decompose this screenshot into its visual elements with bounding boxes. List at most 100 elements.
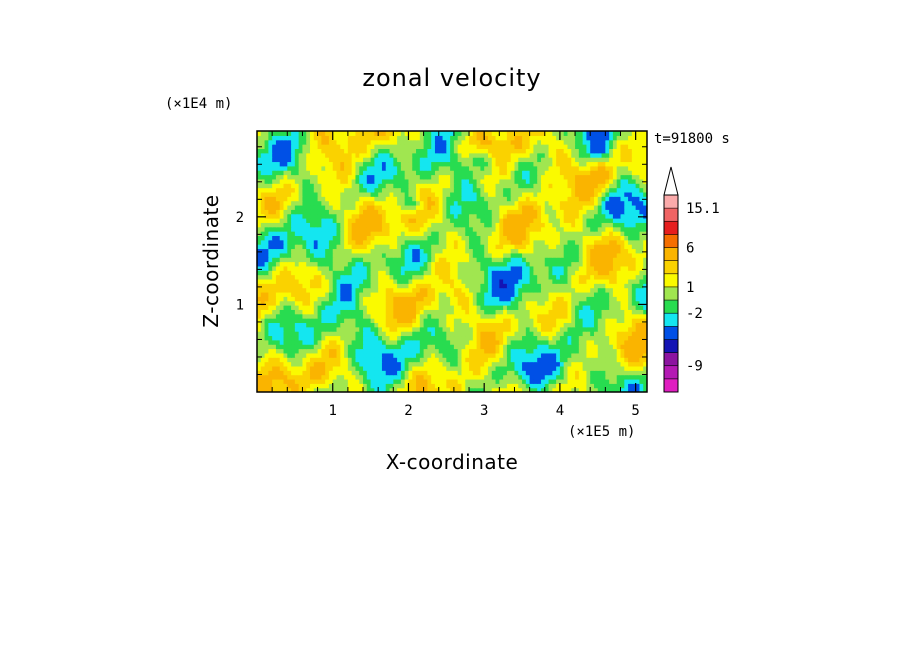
field-cell bbox=[495, 387, 500, 392]
field-cell bbox=[404, 244, 410, 250]
field-cell bbox=[385, 370, 391, 376]
field-cell bbox=[310, 374, 315, 380]
field-cell bbox=[601, 291, 606, 297]
field-cell bbox=[260, 218, 266, 223]
field-cell bbox=[529, 204, 535, 210]
field-cell bbox=[279, 296, 285, 302]
field-cell bbox=[438, 300, 444, 306]
field-cell bbox=[404, 348, 410, 354]
field-cell bbox=[298, 257, 304, 263]
field-cell bbox=[419, 261, 425, 267]
field-cell bbox=[609, 231, 614, 236]
field-cell bbox=[294, 222, 300, 228]
field-cell bbox=[279, 222, 285, 228]
field-cell bbox=[344, 252, 349, 258]
field-cell bbox=[412, 300, 417, 306]
field-cell bbox=[306, 357, 311, 363]
field-cell bbox=[491, 344, 497, 350]
field-cell bbox=[548, 326, 553, 332]
field-cell bbox=[525, 213, 531, 219]
field-cell bbox=[635, 191, 641, 197]
field-cell bbox=[434, 365, 440, 371]
field-cell bbox=[336, 278, 341, 284]
field-cell bbox=[643, 331, 647, 337]
field-cell bbox=[279, 348, 285, 354]
field-cell bbox=[355, 378, 360, 384]
field-cell bbox=[336, 370, 341, 376]
field-cell bbox=[612, 287, 618, 293]
field-cell bbox=[408, 352, 413, 358]
field-cell bbox=[593, 387, 599, 392]
field-cell bbox=[328, 265, 334, 271]
field-cell bbox=[317, 261, 322, 267]
field-cell bbox=[336, 196, 341, 202]
field-cell bbox=[257, 291, 262, 297]
field-cell bbox=[465, 209, 470, 215]
field-cell bbox=[537, 309, 542, 315]
field-cell bbox=[556, 365, 561, 371]
field-cell bbox=[457, 296, 463, 302]
field-cell bbox=[283, 370, 288, 376]
field-cell bbox=[264, 222, 269, 228]
field-cell bbox=[544, 187, 550, 193]
field-cell bbox=[378, 335, 383, 341]
field-cell bbox=[370, 344, 375, 350]
field-cell bbox=[397, 322, 402, 328]
field-cell bbox=[310, 187, 315, 193]
field-cell bbox=[487, 235, 493, 241]
field-cell bbox=[306, 204, 311, 210]
field-cell bbox=[537, 378, 542, 384]
field-cell bbox=[446, 352, 451, 358]
field-cell bbox=[487, 244, 493, 250]
field-cell bbox=[487, 200, 493, 206]
field-cell bbox=[306, 300, 311, 306]
field-cell bbox=[556, 183, 561, 189]
field-cell bbox=[340, 209, 345, 215]
field-cell bbox=[363, 252, 368, 258]
field-cell bbox=[578, 274, 584, 280]
field-cell bbox=[525, 318, 531, 323]
field-cell bbox=[294, 261, 300, 267]
field-cell bbox=[609, 326, 614, 332]
field-cell bbox=[397, 226, 402, 232]
field-cell bbox=[605, 339, 610, 345]
field-cell bbox=[620, 322, 625, 328]
field-cell bbox=[378, 222, 383, 228]
field-cell bbox=[635, 213, 641, 219]
field-cell bbox=[400, 322, 406, 328]
field-cell bbox=[279, 335, 285, 341]
field-cell bbox=[552, 352, 557, 358]
field-cell bbox=[491, 248, 497, 254]
field-cell bbox=[310, 226, 315, 232]
field-cell bbox=[469, 274, 474, 280]
field-cell bbox=[540, 278, 546, 284]
field-cell bbox=[612, 326, 618, 332]
field-cell bbox=[283, 309, 288, 315]
field-cell bbox=[404, 270, 410, 276]
field-cell bbox=[586, 252, 591, 258]
field-cell bbox=[431, 183, 436, 189]
field-cell bbox=[294, 196, 300, 202]
field-cell bbox=[540, 296, 546, 302]
field-cell bbox=[635, 222, 641, 228]
field-cell bbox=[264, 300, 269, 306]
field-cell bbox=[593, 374, 599, 380]
field-cell bbox=[461, 387, 466, 392]
field-cell bbox=[476, 370, 481, 376]
field-cell bbox=[389, 218, 394, 223]
field-cell bbox=[491, 309, 497, 315]
field-cell bbox=[298, 357, 304, 363]
field-cell bbox=[374, 326, 379, 332]
field-cell bbox=[548, 374, 553, 380]
field-cell bbox=[484, 348, 489, 354]
field-cell bbox=[381, 187, 387, 193]
field-cell bbox=[423, 213, 428, 219]
field-cell bbox=[298, 383, 304, 389]
field-cell bbox=[597, 204, 603, 210]
field-cell bbox=[400, 300, 406, 306]
field-cell bbox=[347, 365, 353, 371]
field-cell bbox=[416, 218, 421, 223]
field-cell bbox=[620, 365, 625, 371]
field-cell bbox=[268, 270, 273, 276]
field-cell bbox=[548, 226, 553, 232]
